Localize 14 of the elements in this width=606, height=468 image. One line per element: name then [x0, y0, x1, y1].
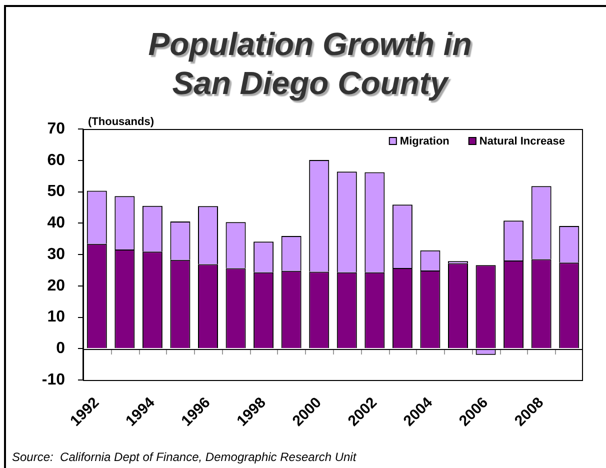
y-tick-label: 10: [47, 308, 66, 326]
y-tick-label: 70: [47, 120, 66, 138]
y-tick-label: 60: [47, 152, 66, 169]
chart-title: Population Growth in San Diego County: [147, 25, 473, 103]
y-tick-label: 40: [47, 214, 66, 232]
y-tick-label: 50: [47, 183, 66, 200]
legend-label: Migration: [400, 136, 450, 148]
y-tick-label: 30: [47, 246, 66, 263]
y-axis-title: (Thousands): [88, 116, 154, 128]
y-tick-label: 20: [47, 277, 66, 294]
source-note: Source: California Dept of Finance, Demographic Research Unit: [12, 450, 356, 464]
legend-label: Natural Increase: [479, 136, 566, 148]
y-tick-label: 0: [56, 340, 66, 358]
y-tick-label: -10: [42, 371, 66, 388]
